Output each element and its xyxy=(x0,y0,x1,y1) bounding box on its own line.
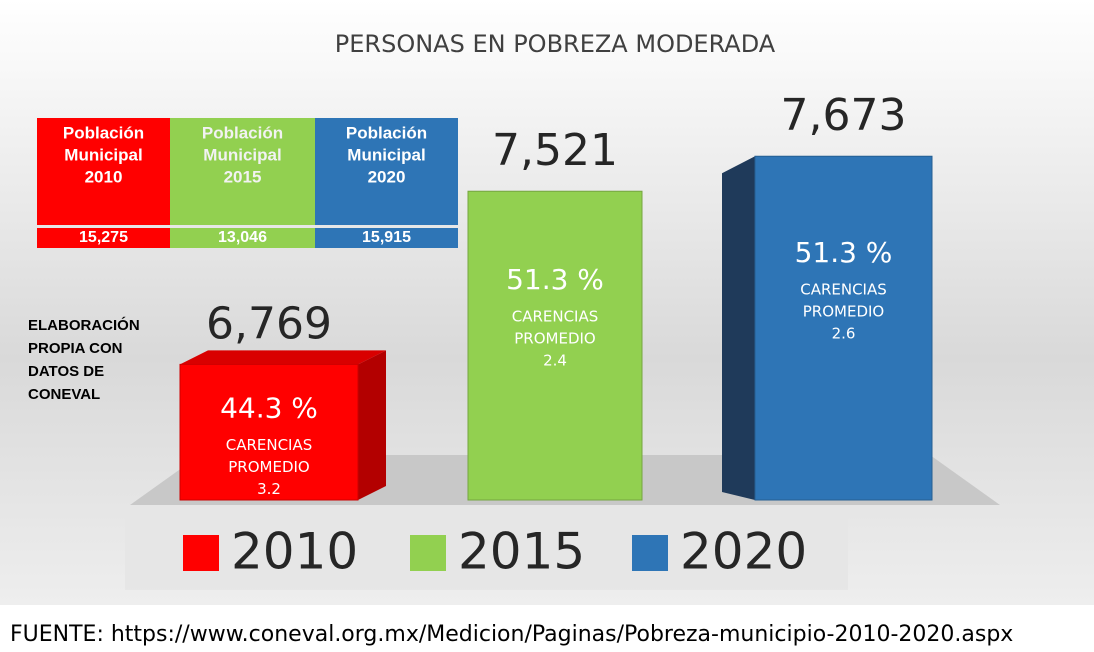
table-header-text: Municipal xyxy=(203,145,281,164)
table-header-cell xyxy=(170,118,315,225)
note: PROPIA CON xyxy=(28,340,122,357)
table-header-text: Población xyxy=(63,123,144,142)
value-label: 7,521 xyxy=(492,125,618,176)
bar xyxy=(179,363,359,501)
table-value: 13,046 xyxy=(218,229,267,246)
caption: PROMEDIO xyxy=(514,330,595,348)
average: 2.4 xyxy=(543,352,567,370)
footer-band xyxy=(0,605,1094,652)
legend-box xyxy=(125,515,848,590)
bar-side xyxy=(722,156,755,500)
legend-swatch xyxy=(632,535,668,571)
table-header-text: 2010 xyxy=(85,167,123,186)
table-header-text: Municipal xyxy=(347,145,425,164)
legend-swatch xyxy=(410,535,446,571)
table-value-cell xyxy=(315,228,458,248)
table-value: 15,915 xyxy=(362,229,411,246)
legend-label: 2020 xyxy=(680,523,807,581)
bar-top xyxy=(180,350,386,365)
note: ELABORACIÓN xyxy=(28,316,140,334)
table-header-cell xyxy=(315,118,458,225)
value-label: 6,769 xyxy=(206,298,332,349)
table-header-text: 2015 xyxy=(224,167,262,186)
bar-side xyxy=(358,350,386,500)
table-header-text: 2020 xyxy=(368,167,406,186)
caption: PROMEDIO xyxy=(803,303,884,321)
source: FUENTE: https://www.coneval.org.mx/Medic… xyxy=(10,622,1013,647)
average: 3.2 xyxy=(257,480,281,498)
table-header-text: Población xyxy=(202,123,283,142)
table-header-text: Población xyxy=(346,123,427,142)
average: 2.6 xyxy=(832,325,856,343)
legend-label: 2015 xyxy=(458,523,585,581)
chart-title: PERSONAS EN POBREZA MODERADA xyxy=(335,30,776,58)
note: CONEVAL xyxy=(28,386,100,403)
legend-label: 2010 xyxy=(231,523,358,581)
table-value-cell xyxy=(170,228,315,248)
caption: CARENCIAS xyxy=(800,281,887,299)
percent-label: 44.3 % xyxy=(220,391,318,424)
table-value: 15,275 xyxy=(79,229,128,246)
value-label: 7,673 xyxy=(781,90,907,141)
caption: CARENCIAS xyxy=(226,436,313,454)
bar xyxy=(467,190,643,501)
percent-label: 51.3 % xyxy=(795,236,893,269)
bar xyxy=(754,155,933,501)
caption: PROMEDIO xyxy=(228,458,309,476)
note: DATOS DE xyxy=(28,363,104,380)
legend-swatch xyxy=(183,535,219,571)
table-header-text: Municipal xyxy=(64,145,142,164)
table-header-cell xyxy=(37,118,170,225)
caption: CARENCIAS xyxy=(512,308,599,326)
table-value-cell xyxy=(37,228,170,248)
percent-label: 51.3 % xyxy=(506,263,604,296)
